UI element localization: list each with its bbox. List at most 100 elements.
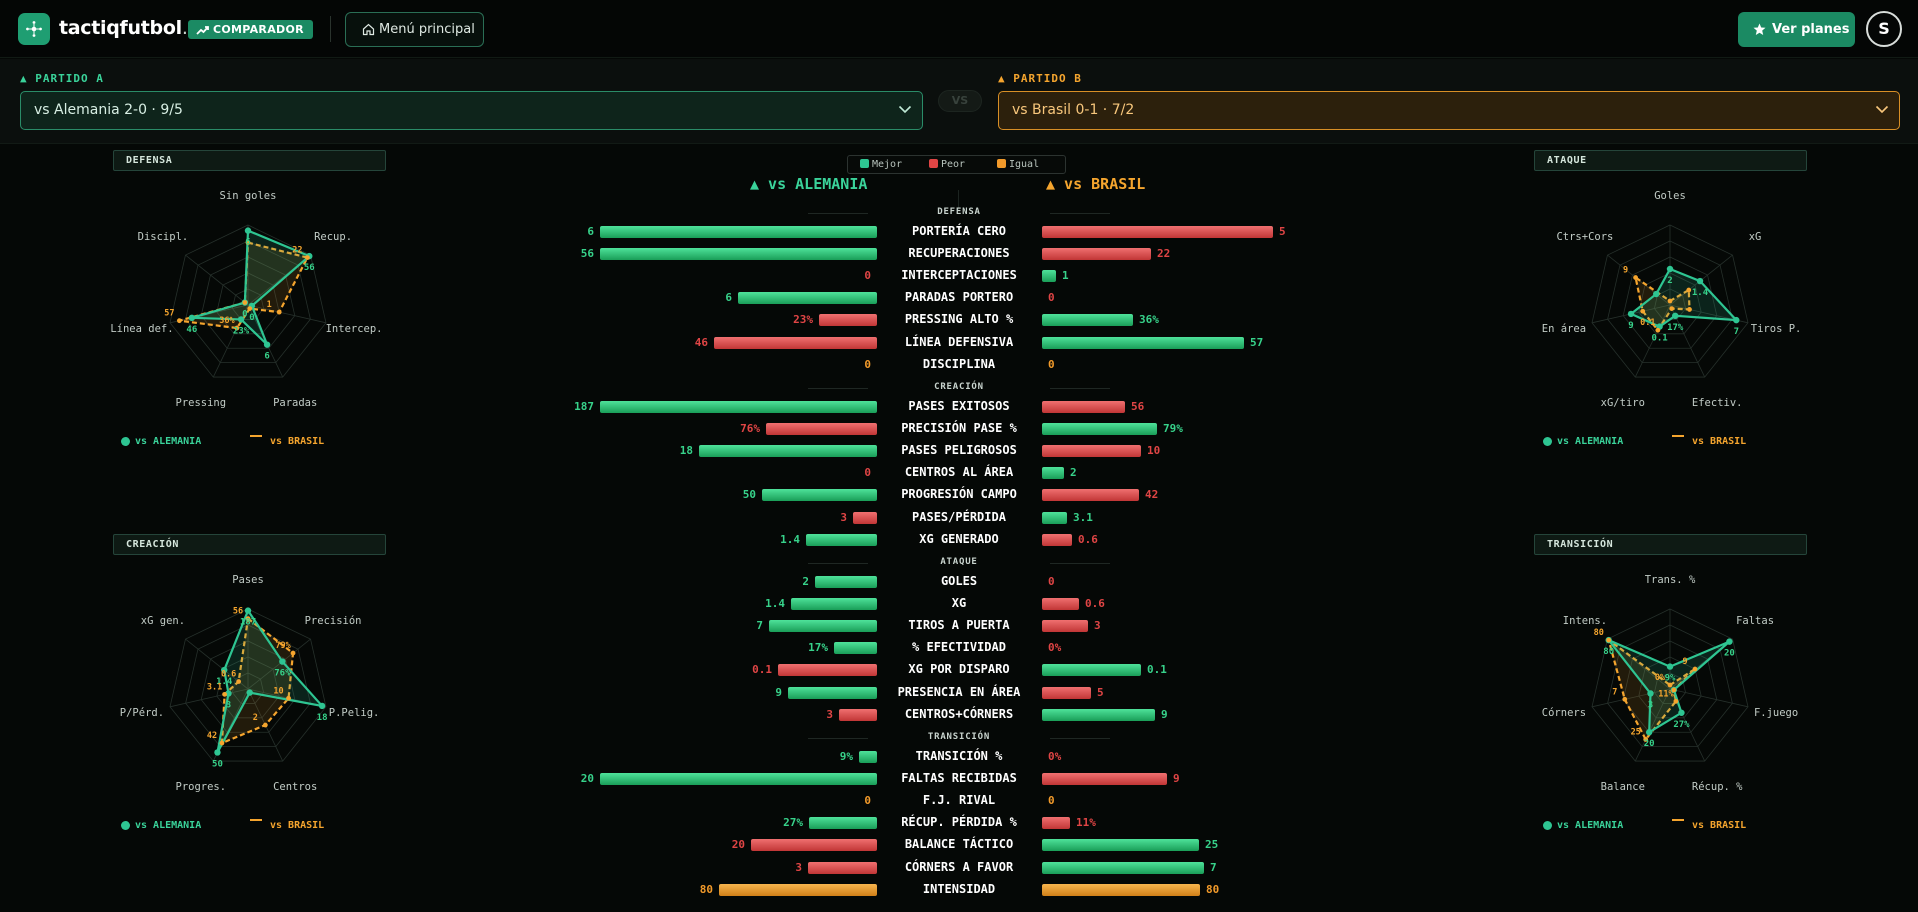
radar-grid-ring <box>1638 272 1702 335</box>
radar-value-a: 56 <box>304 263 315 273</box>
radar-value-a: 187 <box>240 618 256 628</box>
value-team-a: 0 <box>864 466 871 480</box>
radar-grid-ring <box>1607 624 1733 748</box>
value-team-a: 23% <box>793 313 813 327</box>
radar-grid-ring <box>185 624 311 748</box>
bar-team-a <box>788 686 877 699</box>
radar-title-creacion: CREACIÓN <box>113 534 386 555</box>
radar-point-b <box>1687 307 1692 312</box>
bar-team-a <box>778 664 877 677</box>
radar-point-a <box>1666 663 1674 670</box>
stat-label: PRESSING ALTO % <box>904 312 1014 327</box>
radar-axis-label: Intens. <box>1563 615 1607 627</box>
radar-point-a <box>279 658 286 665</box>
bar-team-a <box>699 445 877 458</box>
match-b-label: ▲ PARTIDO B <box>998 72 1082 85</box>
radar-grid-ring <box>200 256 296 349</box>
view-plans-button[interactable]: Ver planes <box>1738 12 1855 47</box>
radar-axis-label: Faltas <box>1736 615 1774 627</box>
radar-grid-ring <box>216 272 280 335</box>
match-a-select[interactable]: vs Alemania 2-0 · 9/5 <box>20 91 923 130</box>
value-team-b: 5 <box>1279 225 1286 238</box>
bar-team-b <box>1042 511 1067 524</box>
value-team-a: 3 <box>826 707 833 721</box>
radar-spoke <box>247 304 327 324</box>
radar-axis-label: Intercep. <box>326 323 383 335</box>
value-team-b: 56 <box>1131 400 1145 413</box>
radar-axis-label: xG gen. <box>141 615 185 627</box>
bar-team-b <box>1042 533 1072 546</box>
brand-name[interactable]: tactiqfutbol.es <box>59 17 209 39</box>
stat-label: TRANSICIÓN % <box>915 749 1003 763</box>
user-avatar[interactable]: S <box>1866 11 1902 47</box>
radar-point-b <box>176 318 182 324</box>
radar-axis-label: Tiros P. <box>1751 323 1802 335</box>
radar-point-a <box>1647 690 1654 697</box>
radar-point-b <box>1622 696 1628 702</box>
stat-label: PASES PELIGROSOS <box>901 443 1017 458</box>
radar-point-a <box>263 341 271 348</box>
radar-axis-label: P/Pérd. <box>120 707 164 719</box>
bar-team-a <box>714 336 877 349</box>
radar-grid-ring <box>1622 256 1718 349</box>
value-team-a: 18 <box>679 444 693 458</box>
radar-point-a <box>1696 277 1704 285</box>
radar-value-b: 0.6 <box>221 670 236 680</box>
section-divider <box>1050 388 1110 389</box>
bar-team-b <box>1042 708 1155 721</box>
value-team-a: 20 <box>731 838 745 852</box>
stat-label: BALANCE TÁCTICO <box>904 837 1014 852</box>
stat-label: RECUPERACIONES <box>908 246 1010 261</box>
radar-series-b <box>1606 637 1696 742</box>
radar-value-a: 6 <box>245 238 250 248</box>
stat-label: XG <box>951 596 967 611</box>
main-menu-button[interactable]: Menú principal <box>345 12 484 47</box>
bar-team-b <box>1042 620 1088 633</box>
section-divider <box>808 738 868 739</box>
radar-point-b <box>286 695 291 701</box>
chevron-down-icon <box>898 105 912 114</box>
stat-label: PROGRESIÓN CAMPO <box>901 487 1017 502</box>
bar-team-a <box>766 423 877 436</box>
radar-value-b: 1 <box>267 300 272 310</box>
stat-label: PRESENCIA EN ÁREA <box>897 684 1021 699</box>
radar-value-b: 11% <box>1658 689 1674 699</box>
radar-point-b <box>245 616 251 621</box>
value-team-a: 0 <box>864 357 871 371</box>
radar-title-ataque: ATAQUE <box>1534 150 1807 171</box>
legend-team-a: vs ALEMANIA <box>120 820 202 831</box>
match-b-select[interactable]: vs Brasil 0-1 · 7/2 <box>998 91 1900 130</box>
value-team-a: 3 <box>795 860 802 874</box>
radar-axis-label: Centros <box>273 781 317 793</box>
value-team-b: 9 <box>1161 707 1168 721</box>
radar-spoke <box>169 688 249 708</box>
logo-icon[interactable] <box>18 13 50 45</box>
radar-series-b <box>1633 275 1691 333</box>
radar-value-a: 27% <box>1673 720 1690 730</box>
legend-team-b: vs BRASIL <box>249 435 325 447</box>
radar-point-b <box>1669 306 1675 312</box>
bar-team-a <box>853 511 877 524</box>
radar-value-a: 1.4 <box>216 677 233 687</box>
radar-axis-label: xG <box>1749 231 1762 243</box>
vs-badge: VS <box>938 90 982 112</box>
radar-point-b <box>1633 275 1638 280</box>
bar-team-b <box>1042 423 1157 436</box>
match-a-label: ▲ PARTIDO A <box>20 72 104 85</box>
radar-value-b: 9 <box>1682 657 1687 667</box>
radar-value-a: 9% <box>1665 674 1676 684</box>
value-team-a: 6 <box>725 291 732 305</box>
radar-grid-ring <box>1607 240 1733 364</box>
radar-value-b: 22 <box>292 246 302 256</box>
section-label: TRANSICIÓN <box>927 732 991 742</box>
radar-series-a <box>1628 267 1739 328</box>
radar-axis-label: Paradas <box>273 397 317 409</box>
team-b-title: ▲ vs BRASIL <box>1046 175 1146 193</box>
radar-axis-label: Goles <box>1654 190 1686 202</box>
star-icon <box>1753 23 1766 35</box>
value-team-a: 9% <box>839 750 853 763</box>
top-bar: tactiqfutbol.es COMPARADOR Menú principa… <box>0 0 1918 58</box>
radar-grid-ring <box>216 656 280 719</box>
radar-point-b <box>219 740 225 746</box>
radar-value-a: 23% <box>233 326 250 336</box>
